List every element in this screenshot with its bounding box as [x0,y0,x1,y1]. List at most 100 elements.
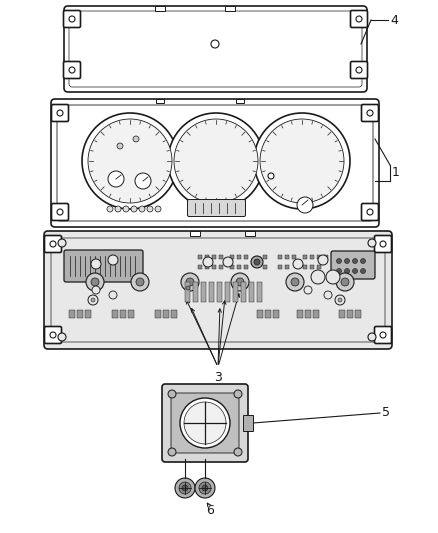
Circle shape [203,257,213,267]
FancyBboxPatch shape [187,199,246,216]
Circle shape [254,259,260,265]
Bar [77,310,83,318]
Bar [217,282,222,302]
FancyBboxPatch shape [374,327,392,343]
Bar [285,255,289,259]
Circle shape [136,278,144,286]
FancyBboxPatch shape [350,61,367,78]
Circle shape [353,269,357,273]
Circle shape [131,273,149,291]
FancyBboxPatch shape [51,99,379,227]
Bar [219,265,223,269]
Circle shape [368,239,376,247]
Bar [265,310,271,318]
Circle shape [88,295,98,305]
Circle shape [168,390,176,398]
Circle shape [380,332,386,338]
Circle shape [254,113,350,209]
FancyBboxPatch shape [45,327,61,343]
Bar [69,310,75,318]
Bar [193,282,198,302]
Circle shape [236,278,244,286]
Circle shape [69,67,75,73]
Circle shape [182,485,188,491]
Bar [324,255,328,259]
Bar [339,310,345,318]
Circle shape [86,273,104,291]
Circle shape [58,333,66,341]
Circle shape [109,291,117,299]
Circle shape [195,478,215,498]
Bar [219,255,223,259]
Bar [297,310,303,318]
Circle shape [108,171,124,187]
FancyBboxPatch shape [45,236,61,253]
Bar [155,5,165,11]
Circle shape [360,259,365,263]
FancyBboxPatch shape [57,105,373,221]
Bar [198,265,202,269]
Text: 6: 6 [206,505,214,518]
Bar [303,255,307,259]
Bar [305,310,311,318]
Bar [225,282,230,302]
Circle shape [123,206,129,212]
Bar [263,255,267,259]
Bar [313,310,319,318]
Circle shape [341,278,349,286]
Circle shape [135,173,151,189]
FancyBboxPatch shape [350,11,367,28]
Bar [205,255,209,259]
Circle shape [291,278,299,286]
FancyBboxPatch shape [171,393,239,453]
Bar [303,265,307,269]
Circle shape [180,398,230,448]
Bar [155,310,161,318]
Circle shape [336,269,342,273]
Text: 3: 3 [214,371,222,384]
Bar [317,255,321,259]
Text: 1: 1 [392,166,400,180]
Circle shape [50,241,56,247]
Circle shape [179,482,191,494]
Circle shape [131,206,137,212]
FancyBboxPatch shape [52,204,68,221]
Circle shape [57,209,63,215]
FancyBboxPatch shape [374,236,392,253]
Circle shape [286,273,304,291]
Bar [190,230,200,236]
Bar [198,255,202,259]
Bar [120,310,126,318]
Circle shape [367,110,373,116]
Circle shape [184,402,226,444]
Circle shape [139,206,145,212]
Bar [171,310,177,318]
Bar [244,265,248,269]
Bar [230,255,234,259]
Circle shape [293,259,303,269]
Bar [205,265,209,269]
Circle shape [82,113,178,209]
Circle shape [356,67,362,73]
Circle shape [353,259,357,263]
FancyBboxPatch shape [64,6,367,92]
Text: 4: 4 [390,13,398,27]
Bar [263,265,267,269]
Bar [212,265,216,269]
FancyBboxPatch shape [69,11,362,87]
Circle shape [186,278,194,286]
FancyBboxPatch shape [331,251,375,279]
Circle shape [368,333,376,341]
Circle shape [297,197,313,213]
Circle shape [88,119,172,203]
Bar [156,99,164,103]
Circle shape [175,478,195,498]
FancyBboxPatch shape [44,231,392,349]
Bar [128,310,134,318]
Bar [347,310,353,318]
Bar [243,415,253,431]
Bar [230,265,234,269]
Circle shape [91,259,101,269]
Bar [163,310,169,318]
Circle shape [92,286,100,294]
